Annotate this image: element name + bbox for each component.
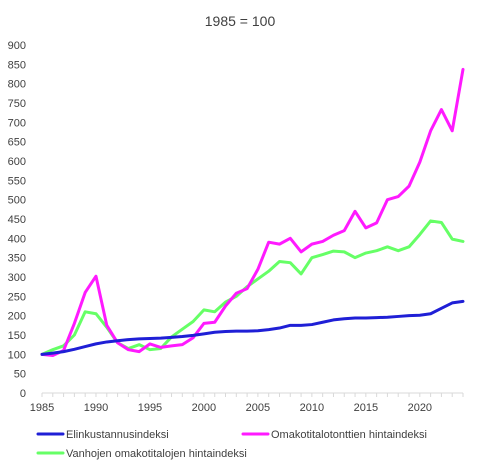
y-tick-label: 150 [8,330,26,342]
y-tick-label: 900 [8,40,26,52]
y-tick-label: 400 [8,233,26,245]
x-tick-label: 1985 [30,402,54,414]
x-axis: 1985 1990 1995 2000 2005 2010 2015 2020 [30,392,464,414]
y-tick-label: 850 [8,59,26,71]
y-tick-label: 750 [8,98,26,110]
legend: Elinkustannusindeksi Omakotitalotonttien … [36,429,427,460]
x-tick-label: 2005 [246,402,270,414]
y-tick-label: 450 [8,214,26,226]
y-tick-label: 550 [8,175,26,187]
x-tick-label: 2010 [300,402,324,414]
y-tick-label: 800 [8,79,26,91]
chart-title: 1985 = 100 [205,13,276,29]
legend-label-2: Omakotitalotonttien hintaindeksi [271,429,427,441]
x-tick-label: 2020 [408,402,432,414]
y-tick-label: 100 [8,349,26,361]
series-line-2 [40,67,465,357]
y-tick-label: 0 [20,388,26,400]
x-tick-label: 1995 [138,402,162,414]
plot-area [40,67,465,357]
legend-label-3: Vanhojen omakotitalojen hintaindeksi [66,448,247,460]
y-tick-label: 350 [8,253,26,265]
series-line-1 [40,299,465,356]
y-tick-label: 200 [8,311,26,323]
x-tick-label: 2000 [192,402,216,414]
y-tick-label: 700 [8,117,26,129]
y-tick-label: 650 [8,137,26,149]
y-tick-label: 250 [8,291,26,303]
legend-label-1: Elinkustannusindeksi [66,429,169,441]
x-tick-label: 2015 [354,402,378,414]
y-tick-label: 300 [8,272,26,284]
y-tick-label: 500 [8,195,26,207]
y-tick-label: 50 [14,369,26,381]
x-tick-label: 1990 [84,402,108,414]
y-tick-label: 600 [8,156,26,168]
y-axis: 0 50 100 150 200 250 300 350 400 450 500 550 600 650 7… [8,40,26,400]
